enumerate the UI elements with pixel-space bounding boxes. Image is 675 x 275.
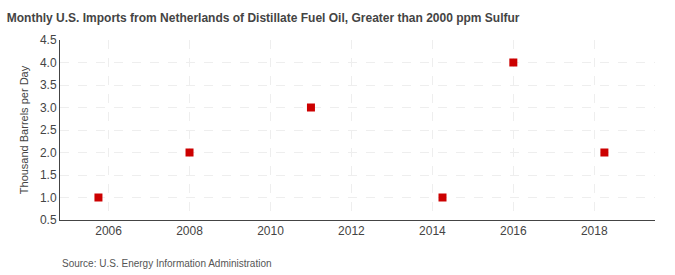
svg-text:Source: U.S. Energy Informatio: Source: U.S. Energy Information Administ… [62, 258, 272, 269]
svg-text:3.0: 3.0 [40, 101, 57, 115]
svg-text:2.5: 2.5 [40, 123, 57, 137]
svg-text:2012: 2012 [338, 224, 365, 238]
svg-text:2018: 2018 [581, 224, 608, 238]
svg-text:3.5: 3.5 [40, 78, 57, 92]
svg-text:2008: 2008 [176, 224, 203, 238]
svg-text:2016: 2016 [500, 224, 527, 238]
svg-text:2.0: 2.0 [40, 146, 57, 160]
svg-text:Monthly U.S. Imports from Neth: Monthly U.S. Imports from Netherlands of… [7, 11, 520, 25]
svg-text:Thousand Barrels per Day: Thousand Barrels per Day [18, 65, 30, 194]
svg-text:1.5: 1.5 [40, 168, 57, 182]
svg-text:4.0: 4.0 [40, 56, 57, 70]
svg-text:2014: 2014 [419, 224, 446, 238]
svg-text:4.5: 4.5 [40, 33, 57, 47]
svg-text:0.5: 0.5 [40, 213, 57, 227]
svg-text:1.0: 1.0 [40, 191, 57, 205]
svg-text:2010: 2010 [257, 224, 284, 238]
svg-text:2006: 2006 [95, 224, 122, 238]
